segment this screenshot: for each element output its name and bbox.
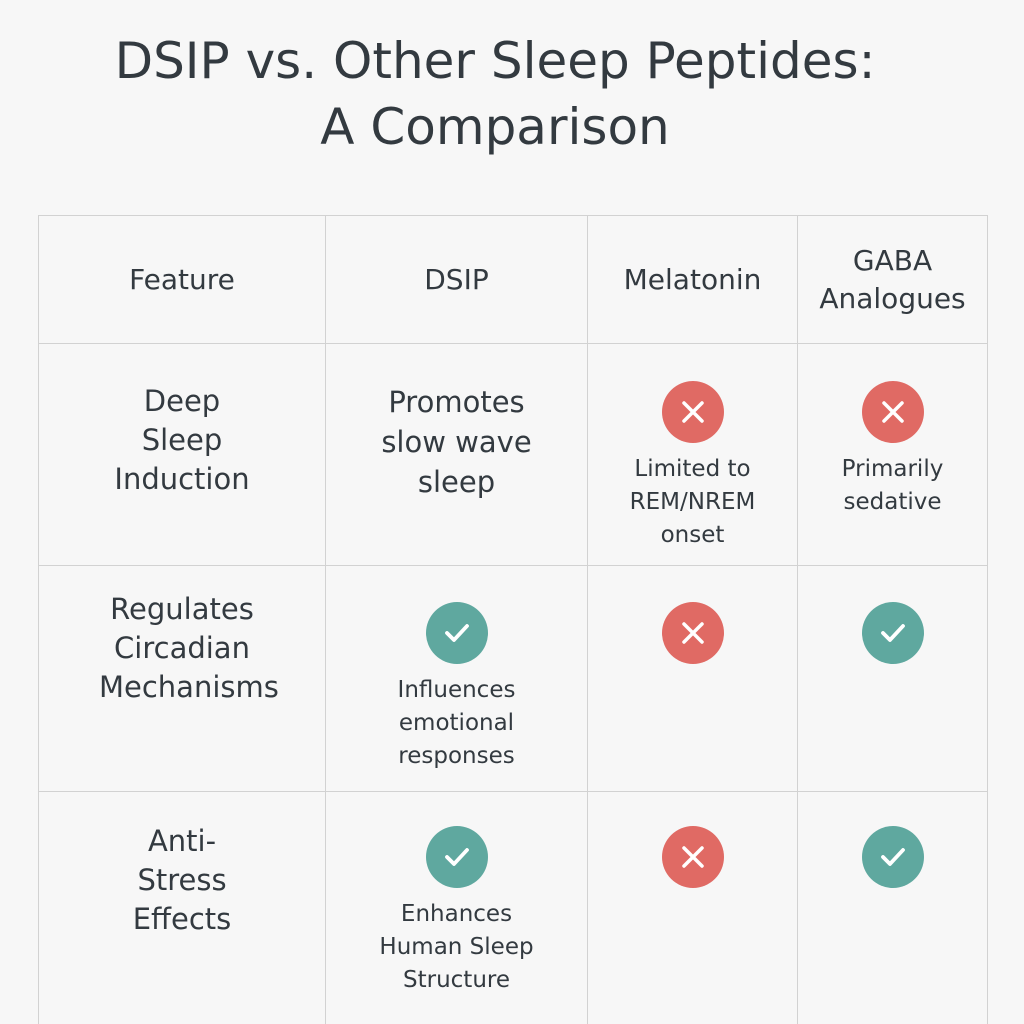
melatonin-cell: [587, 791, 798, 1024]
dsip-note: Influences emotional responses: [397, 677, 516, 769]
feature-cell: Anti-Stress Effects: [38, 791, 326, 1024]
comparison-table: Feature DSIP Melatonin GABA Analogues De…: [38, 215, 988, 1024]
header-dsip: DSIP: [325, 215, 588, 344]
check-icon: [425, 602, 488, 664]
check-icon: [861, 602, 924, 664]
title-line-1: DSIP vs. Other Sleep Peptides:: [114, 32, 876, 90]
page-title: DSIP vs. Other Sleep Peptides: A Compari…: [0, 28, 990, 160]
cross-icon: [661, 381, 724, 443]
feature-label: Anti-Stress Effects: [132, 824, 232, 936]
melatonin-note: Limited to REM/NREM onset: [629, 456, 756, 548]
feature-label: Regulates Circadian Mechanisms: [99, 592, 279, 704]
gaba-cell: [797, 791, 988, 1024]
dsip-text: Promotes slow wave sleep: [381, 385, 532, 499]
feature-cell: Deep Sleep Induction: [38, 343, 326, 566]
gaba-cell: [797, 565, 988, 792]
melatonin-cell: Limited to REM/NREM onset: [587, 343, 798, 566]
table-row: Anti-Stress Effects Enhances Human Sleep…: [38, 791, 988, 1024]
feature-cell: Regulates Circadian Mechanisms: [38, 565, 326, 792]
header-row: Feature DSIP Melatonin GABA Analogues: [38, 215, 988, 344]
cross-icon: [661, 602, 724, 664]
feature-label: Deep Sleep Induction: [114, 384, 250, 496]
dsip-cell: Influences emotional responses: [325, 565, 588, 792]
check-icon: [861, 826, 924, 888]
melatonin-cell: [587, 565, 798, 792]
title-line-2: A Comparison: [320, 98, 670, 156]
dsip-note: Enhances Human Sleep Structure: [379, 901, 534, 993]
gaba-note: Primarily sedative: [841, 456, 944, 515]
cross-icon: [861, 381, 924, 443]
dsip-cell: Promotes slow wave sleep: [325, 343, 588, 566]
header-melatonin: Melatonin: [587, 215, 798, 344]
header-feature: Feature: [38, 215, 326, 344]
dsip-cell: Enhances Human Sleep Structure: [325, 791, 588, 1024]
table-row: Regulates Circadian Mechanisms Influence…: [38, 565, 988, 792]
header-gaba-analogues: GABA Analogues: [797, 215, 988, 344]
table-row: Deep Sleep Induction Promotes slow wave …: [38, 343, 988, 566]
check-icon: [425, 826, 488, 888]
cross-icon: [661, 826, 724, 888]
gaba-cell: Primarily sedative: [797, 343, 988, 566]
